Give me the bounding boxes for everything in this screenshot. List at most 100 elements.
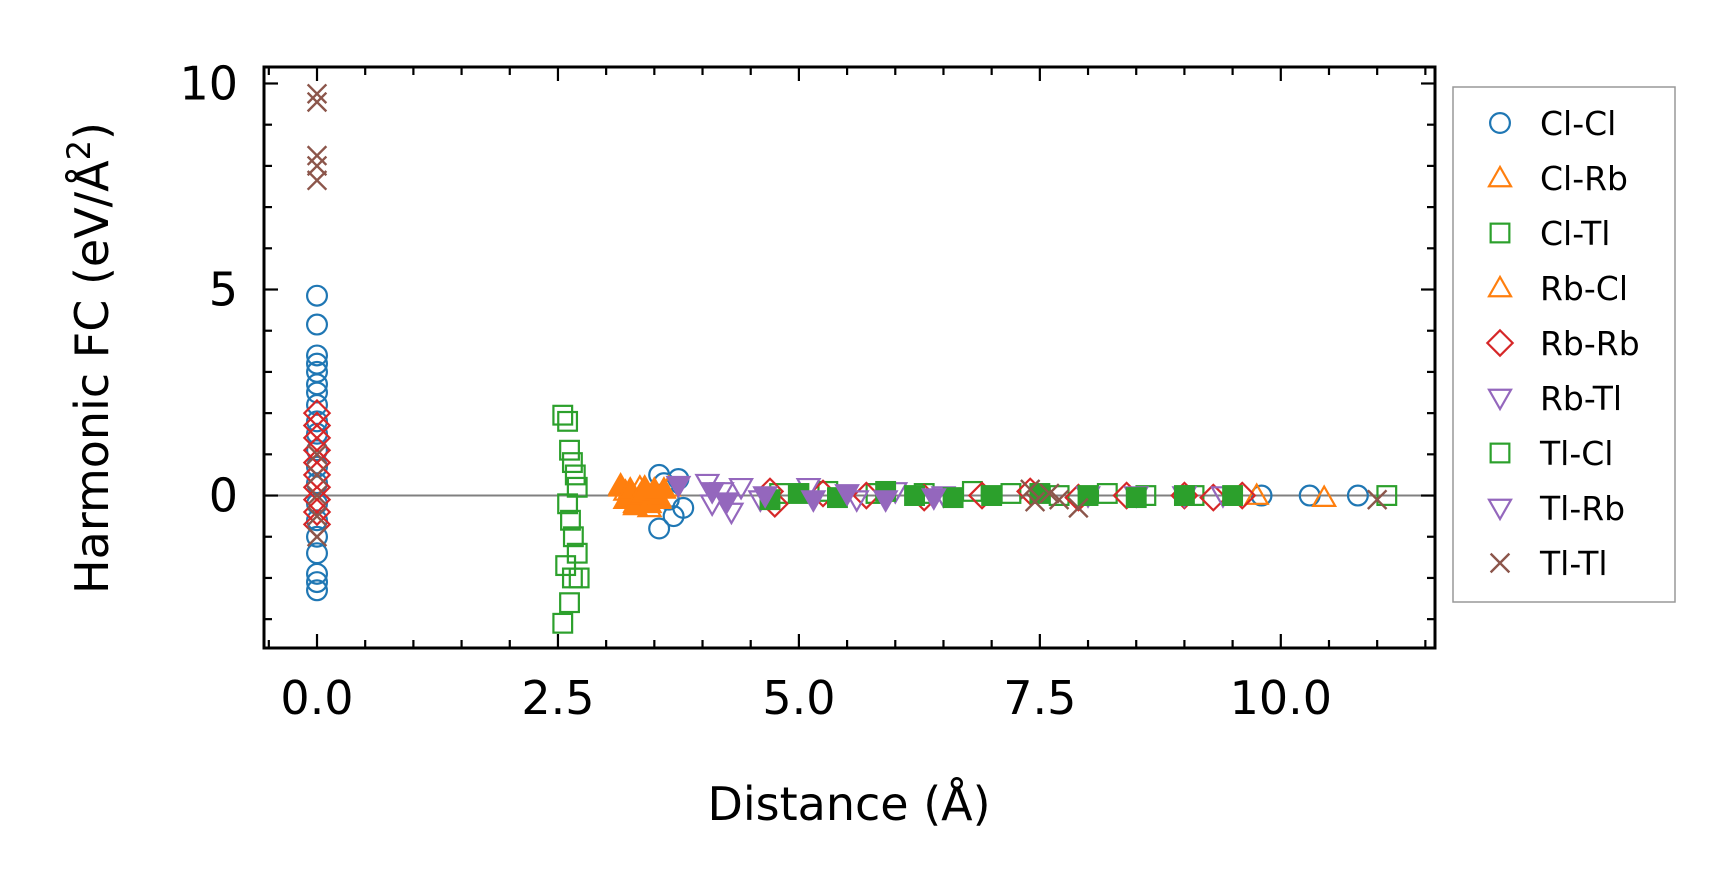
legend-label: Cl-Cl: [1540, 104, 1616, 143]
data-point: [1048, 489, 1070, 510]
legend-marker: [1487, 164, 1513, 188]
data-point: [665, 475, 692, 499]
data-point: [800, 490, 827, 513]
data-point: [306, 83, 328, 104]
series-tl-tl: [306, 83, 1388, 547]
plot-frame: [262, 65, 1437, 650]
legend-label: Cl-Rb: [1540, 159, 1628, 198]
data-point: [306, 444, 328, 465]
data-point: [306, 562, 329, 585]
legend-item: Cl-Tl: [1489, 214, 1610, 253]
x-axis-title: Distance (Å): [707, 777, 990, 831]
data-point: [1311, 484, 1338, 507]
y-tick-label: 10: [179, 56, 238, 110]
data-point: [752, 486, 779, 509]
legend-label: Rb-Cl: [1540, 269, 1628, 308]
y-tick-label: 0: [209, 469, 238, 523]
data-point: [1376, 485, 1398, 506]
data-point: [568, 567, 590, 589]
data-point: [306, 170, 328, 191]
legend-label: Tl-Rb: [1539, 489, 1625, 528]
data-point: [843, 490, 870, 513]
data-point: [560, 509, 581, 531]
data-point: [728, 477, 754, 501]
legend-item: Cl-Rb: [1487, 159, 1628, 198]
legend-item: Tl-Rb: [1487, 489, 1625, 528]
data-point: [1346, 484, 1369, 507]
legend-items: Cl-Cl Cl-Rb Cl-Tl Rb-Cl Rb-Rb Rb-Tl Tl-Cl Tl-Rb…: [1485, 104, 1640, 583]
data-point: [557, 493, 579, 515]
data-point: [1068, 497, 1089, 519]
legend-label: Cl-Tl: [1540, 214, 1610, 253]
data-point: [306, 464, 328, 486]
legend-marker: [1489, 552, 1511, 574]
x-tick-label: 5.0: [762, 671, 835, 725]
legend-marker: [1489, 442, 1511, 464]
series-tl-cl: [759, 480, 1244, 511]
data-point: [562, 526, 584, 548]
data-point: [559, 592, 580, 614]
data-point: [1039, 483, 1060, 504]
plot-background: [264, 67, 1435, 648]
legend-marker: [1487, 274, 1513, 298]
data-point: [306, 505, 328, 527]
data-point: [1173, 485, 1195, 506]
data-point: [561, 452, 583, 474]
data-point: [306, 439, 329, 462]
data-point: [1222, 485, 1244, 506]
data-point: [942, 487, 964, 509]
data-point: [564, 464, 586, 486]
data-point: [920, 488, 947, 511]
data-point: [552, 612, 574, 634]
y-axis-title-main: Harmonic FC (eV/Å: [65, 160, 119, 594]
data-point: [981, 485, 1003, 506]
x-tick-label: 7.5: [1003, 671, 1076, 725]
data-point: [834, 484, 860, 507]
legend-marker: [1485, 328, 1515, 358]
data-point: [306, 485, 328, 506]
data-point: [672, 496, 695, 519]
y-axis-title-superscript: 2: [60, 140, 98, 160]
axis-ticks: [264, 67, 1435, 648]
legend-item: Rb-Tl: [1487, 379, 1622, 418]
legend-item: Rb-Cl: [1487, 269, 1628, 308]
y-axis-title-tail: ): [65, 122, 119, 140]
legend: Cl-Cl Cl-Rb Cl-Tl Rb-Cl Rb-Rb Rb-Tl Tl-Cl Tl-Rb…: [1452, 86, 1676, 603]
series-rb-cl: [607, 474, 677, 516]
legend-label: Rb-Rb: [1540, 324, 1640, 363]
data-point: [1366, 489, 1388, 510]
data-point: [557, 410, 579, 432]
data-point: [651, 476, 677, 499]
data-point: [552, 404, 574, 426]
data-point: [1077, 485, 1099, 506]
data-point: [306, 313, 329, 336]
legend-marker: [1487, 498, 1513, 522]
data-point: [713, 492, 740, 515]
legend-label: Rb-Tl: [1540, 379, 1622, 418]
axis-tick-labels: 0.0 2.5 5.0 7.5 10.0 0 5 10: [179, 56, 1332, 725]
data-point: [555, 555, 577, 577]
legend-item: Tl-Tl: [1489, 544, 1608, 583]
data-point: [1243, 482, 1270, 505]
data-point: [1024, 491, 1046, 512]
legend-marker: [1488, 111, 1511, 134]
legend-item: Tl-Cl: [1489, 434, 1613, 473]
legend-item: Rb-Rb: [1485, 324, 1640, 363]
data-point: [306, 393, 329, 416]
data-point: [306, 344, 329, 367]
x-tick-label: 10.0: [1230, 671, 1332, 725]
data-point: [306, 155, 328, 177]
data-point: [306, 381, 329, 404]
data-point: [306, 579, 329, 602]
y-tick-label: 5: [209, 263, 238, 317]
data-point: [559, 439, 580, 461]
data-point: [306, 284, 329, 307]
legend-marker: [1487, 388, 1513, 412]
legend-marker: [1489, 222, 1511, 244]
legend-label: Tl-Tl: [1539, 544, 1608, 583]
data-point: [306, 526, 328, 547]
data-point: [306, 145, 328, 166]
x-tick-label: 0.0: [280, 671, 353, 725]
data-point: [306, 91, 328, 113]
